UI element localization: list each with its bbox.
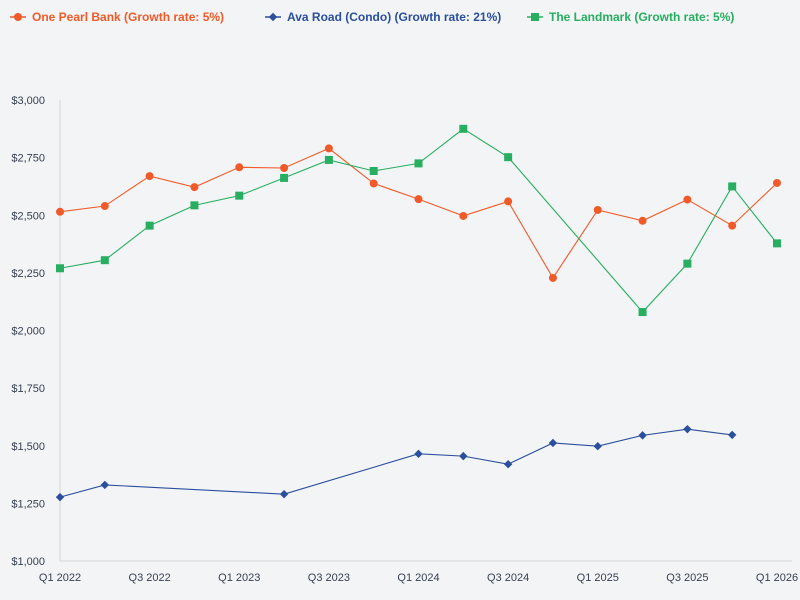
data-point	[638, 308, 647, 317]
data-point	[190, 201, 199, 210]
data-point	[100, 256, 109, 265]
series-line	[59, 147, 778, 279]
data-point	[638, 216, 647, 225]
legend-label: Ava Road (Condo) (Growth rate: 21%)	[287, 10, 501, 24]
data-point	[504, 197, 513, 206]
data-point	[773, 178, 781, 187]
legend: One Pearl Bank (Growth rate: 5%) Ava Road…	[10, 10, 734, 24]
data-point	[235, 163, 244, 172]
data-point	[369, 166, 378, 175]
data-point	[145, 172, 154, 181]
y-tick-label: $2,750	[11, 153, 45, 165]
data-point	[683, 195, 692, 204]
data-point	[55, 492, 65, 502]
legend-item-1: One Pearl Bank (Growth rate: 5%)	[10, 10, 224, 24]
data-point	[728, 182, 737, 191]
data-point	[324, 155, 333, 164]
series-line	[59, 428, 733, 498]
data-point	[414, 159, 423, 168]
data-point	[548, 273, 557, 282]
axes: $1,000 $1,250 $1,500 $1,750 $2,000 $2,250 $2,5…	[11, 95, 798, 584]
x-tick-label: Q1 2026	[756, 572, 798, 584]
x-tick-label: Q1 2025	[577, 572, 619, 584]
data-point	[324, 144, 333, 153]
series-3	[56, 124, 781, 317]
legend-label: One Pearl Bank (Growth rate: 5%)	[32, 10, 224, 24]
x-tick-label: Q3 2022	[129, 572, 171, 584]
y-tick-label: $1,250	[11, 498, 45, 510]
x-tick-label: Q1 2022	[39, 572, 81, 584]
data-point	[145, 221, 154, 230]
y-tick-label: $2,500	[11, 210, 45, 222]
data-point	[56, 207, 64, 216]
y-tick-label: $1,000	[11, 556, 45, 568]
series-1	[56, 144, 781, 282]
data-point	[727, 430, 737, 440]
data-point	[459, 124, 468, 133]
x-tick-label: Q3 2025	[666, 572, 708, 584]
data-point	[414, 449, 423, 459]
y-tick-label: $1,750	[11, 383, 45, 395]
data-point	[548, 438, 558, 448]
data-point	[459, 211, 468, 220]
series-2	[55, 424, 737, 502]
data-point	[56, 264, 64, 273]
data-point	[280, 173, 289, 182]
data-point	[100, 480, 110, 490]
data-point	[504, 153, 513, 162]
data-point	[190, 183, 199, 192]
y-tick-label: $2,250	[11, 268, 45, 280]
data-point	[459, 451, 468, 461]
data-point	[414, 195, 423, 204]
legend-item-3: The Landmark (Growth rate: 5%)	[527, 10, 734, 24]
y-tick-label: $3,000	[11, 95, 45, 107]
data-point	[593, 442, 602, 451]
legend-marker	[268, 12, 278, 22]
data-point	[100, 202, 109, 211]
x-tick-label: Q3 2024	[487, 572, 529, 584]
data-point	[773, 239, 781, 248]
data-point	[279, 489, 289, 499]
data-point	[369, 179, 378, 188]
x-tick-label: Q3 2023	[308, 572, 350, 584]
data-point	[728, 221, 737, 230]
data-point	[235, 191, 244, 200]
legend-item-2: Ava Road (Condo) (Growth rate: 21%)	[265, 10, 501, 24]
data-point	[593, 205, 602, 214]
y-tick-label: $1,500	[11, 441, 45, 453]
x-tick-label: Q1 2023	[218, 572, 260, 584]
data-point	[280, 163, 289, 172]
x-tick-label: Q1 2024	[397, 572, 439, 584]
legend-marker	[14, 13, 22, 21]
data-point	[683, 259, 692, 268]
data-point	[503, 459, 513, 469]
data-point	[683, 424, 692, 434]
y-tick-label: $2,000	[11, 326, 45, 338]
legend-label: The Landmark (Growth rate: 5%)	[549, 10, 734, 24]
plot-area	[55, 124, 781, 502]
series-line	[59, 128, 778, 313]
legend-marker	[531, 13, 539, 21]
data-point	[638, 431, 647, 440]
